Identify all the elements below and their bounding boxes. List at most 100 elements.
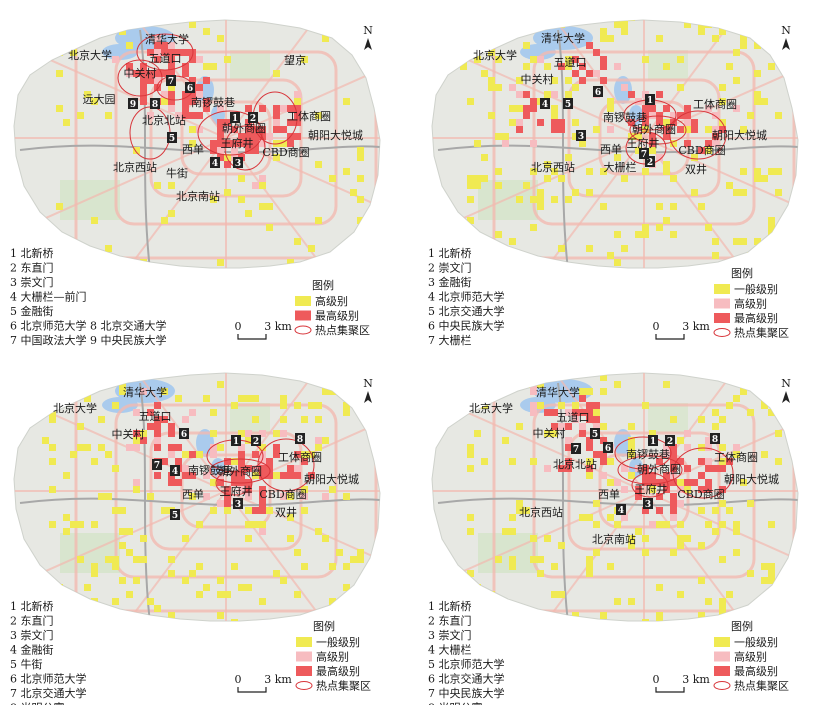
heat-cell: [315, 416, 322, 423]
scale-bar: [655, 334, 685, 340]
heat-cell: [593, 126, 600, 133]
heat-cell: [175, 479, 182, 486]
heat-cell: [733, 549, 740, 556]
heat-cell: [677, 591, 684, 598]
place-label: 朝外商圈: [218, 464, 262, 478]
heat-cell: [572, 189, 579, 196]
heat-cell: [628, 437, 635, 444]
legend-title: 图例: [312, 278, 334, 292]
heat-cell: [586, 245, 593, 252]
heat-cell: [224, 140, 231, 147]
heat-cell: [761, 577, 768, 584]
heat-cell: [329, 598, 336, 605]
place-label: 西单: [598, 488, 620, 501]
heat-cell: [719, 416, 726, 423]
heat-cell: [238, 140, 245, 147]
heat-cell: [754, 238, 761, 245]
heat-cell: [301, 563, 308, 570]
heat-cell: [551, 20, 558, 21]
marker-box: [710, 433, 720, 444]
heat-cell: [280, 140, 287, 147]
heat-cell: [467, 570, 474, 577]
heat-cell: [196, 84, 203, 91]
heat-cell: [509, 605, 516, 612]
heat-cell: [600, 28, 607, 35]
heat-cell: [147, 409, 154, 416]
heat-cell: [621, 245, 628, 252]
heat-cell: [224, 493, 231, 500]
marker-box: [590, 428, 600, 439]
heat-cell: [259, 486, 266, 493]
heat-cell: [698, 28, 705, 35]
heat-cell: [670, 458, 677, 465]
heat-cell: [168, 479, 175, 486]
heat-cell: [315, 402, 322, 409]
heat-cell: [488, 112, 495, 119]
heat-cell: [474, 182, 481, 189]
heat-cell: [523, 381, 530, 388]
marker-number: 5: [565, 100, 571, 110]
heat-cell: [712, 133, 719, 140]
heat-cell: [231, 140, 238, 147]
place-label: 五道口: [557, 410, 590, 424]
heat-cell: [698, 458, 705, 465]
heat-cell: [77, 381, 84, 388]
heat-cell: [775, 42, 782, 49]
radial-road: [95, 137, 227, 268]
heat-cell: [698, 542, 705, 549]
heat-cell: [712, 507, 719, 514]
heat-cell: [670, 112, 677, 119]
heat-cell: [245, 535, 252, 542]
place-label: 工体商圈: [714, 450, 758, 464]
heat-cell: [224, 486, 231, 493]
heat-cell: [77, 444, 84, 451]
heat-cell: [154, 35, 161, 42]
heat-cell: [642, 168, 649, 175]
heat-cell: [280, 472, 287, 479]
heat-cell: [238, 395, 245, 402]
heat-cell: [523, 112, 530, 119]
heat-cell: [733, 444, 740, 451]
heat-cell: [775, 458, 782, 465]
heat-cell: [558, 465, 565, 472]
heat-cell: [259, 507, 266, 514]
heat-cell: [719, 598, 726, 605]
heat-cell: [663, 133, 670, 140]
heat-cell: [70, 35, 77, 42]
heat-cell: [663, 521, 670, 528]
legend-title: 图例: [731, 619, 753, 633]
heat-cell: [663, 126, 670, 133]
scale-bar: [237, 334, 267, 340]
heat-cell: [84, 91, 91, 98]
heat-cell: [586, 168, 593, 175]
place-label: 工体商圈: [278, 450, 322, 464]
heat-cell: [273, 105, 280, 112]
heat-cell: [259, 465, 266, 472]
heat-cell: [656, 35, 663, 42]
lake: [102, 397, 138, 413]
heat-cell: [670, 175, 677, 182]
place-label: 双井: [275, 505, 297, 519]
heat-cell: [712, 126, 719, 133]
place-label: 五道口: [139, 409, 172, 423]
heat-cell: [754, 98, 761, 105]
heat-cell: [189, 140, 196, 147]
heat-cell: [168, 105, 175, 112]
heat-cell: [509, 119, 516, 126]
heat-cell: [357, 556, 364, 563]
heat-cell: [175, 112, 182, 119]
heat-cell: [252, 182, 259, 189]
heat-cell: [182, 70, 189, 77]
heat-cell: [628, 598, 635, 605]
heat-cell: [245, 465, 252, 472]
heat-cell: [495, 381, 502, 388]
heat-cell: [203, 584, 210, 591]
heat-cell: [189, 570, 196, 577]
heat-cell: [189, 56, 196, 63]
heat-cell: [245, 140, 252, 147]
heat-cell: [161, 458, 168, 465]
north-label: N: [781, 24, 791, 37]
heat-cell: [621, 21, 628, 28]
heat-cell: [754, 266, 761, 268]
